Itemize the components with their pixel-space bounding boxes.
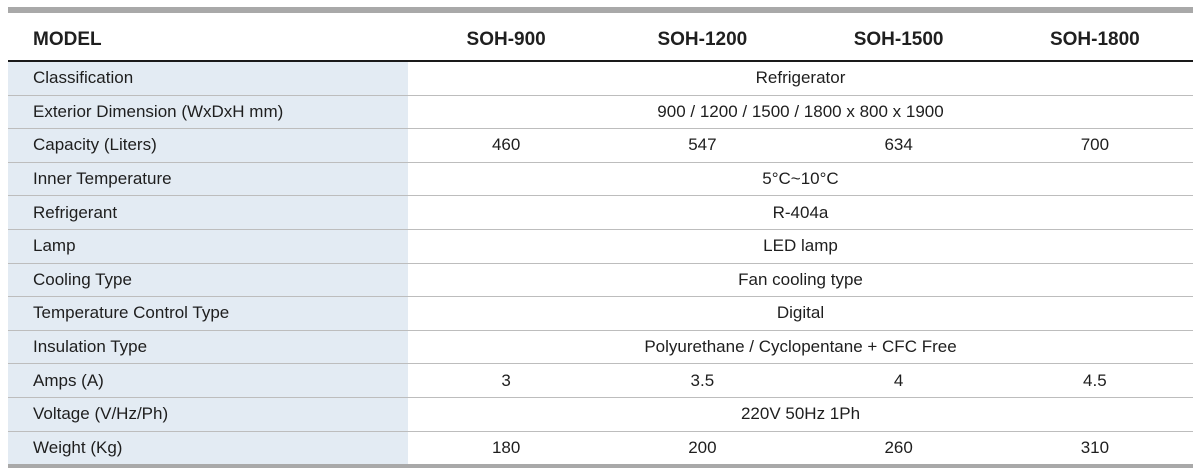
cell-soh-1500: 260 xyxy=(884,437,913,457)
row-cooling-type: Cooling Type Fan cooling type xyxy=(8,263,1193,298)
row-label: Exterior Dimension (WxDxH mm) xyxy=(8,95,408,130)
row-value: Digital xyxy=(408,296,1193,331)
row-value: LED lamp xyxy=(408,229,1193,264)
row-inner-temperature: Inner Temperature 5°C~10°C xyxy=(8,162,1193,197)
row-lamp: Lamp LED lamp xyxy=(8,229,1193,264)
row-exterior-dimension: Exterior Dimension (WxDxH mm) 900 / 1200… xyxy=(8,95,1193,130)
row-label: Refrigerant xyxy=(8,195,408,230)
row-refrigerant: Refrigerant R-404a xyxy=(8,195,1193,230)
model-soh-1800: SOH-1800 xyxy=(996,13,1193,62)
row-temperature-control-type: Temperature Control Type Digital xyxy=(8,296,1193,331)
row-value: Fan cooling type xyxy=(408,263,1193,298)
row-voltage: Voltage (V/Hz/Ph) 220V 50Hz 1Ph xyxy=(8,397,1193,432)
spec-table: MODEL SOH-900 SOH-1200 SOH-1500 SOH-1800… xyxy=(8,13,1193,465)
row-value: R-404a xyxy=(408,195,1193,230)
model-soh-900: SOH-900 xyxy=(408,13,605,62)
row-label: Classification xyxy=(8,61,408,96)
cell-soh-900: 3 xyxy=(408,363,605,398)
row-label: Cooling Type xyxy=(8,263,408,298)
cell-soh-1800: 4.5 xyxy=(996,363,1193,398)
model-soh-1500: SOH-1500 xyxy=(800,13,997,62)
row-capacity: Capacity (Liters) 460 547 634 700 xyxy=(8,128,1193,163)
model-soh-1200: SOH-1200 xyxy=(604,13,801,62)
row-value: 220V 50Hz 1Ph xyxy=(408,397,1193,432)
row-weight: Weight (Kg) 180 200 260 310 xyxy=(8,431,1193,465)
cell-soh-1500: 4 xyxy=(800,363,997,398)
row-label: Temperature Control Type xyxy=(8,296,408,331)
cell-soh-900: 460 xyxy=(408,128,605,163)
row-label: Capacity (Liters) xyxy=(8,128,408,163)
row-value: Refrigerator xyxy=(408,61,1193,96)
row-value: 900 / 1200 / 1500 / 1800 x 800 x 1900 xyxy=(408,95,1193,130)
row-label: Weight (Kg) xyxy=(8,431,408,465)
row-amps: Amps (A) 3 3.5 4 4.5 xyxy=(8,363,1193,398)
row-label: Insulation Type xyxy=(8,330,408,365)
row-value: 5°C~10°C xyxy=(408,162,1193,197)
row-label: Voltage (V/Hz/Ph) xyxy=(8,397,408,432)
cell-soh-1800: 310 xyxy=(1080,437,1110,457)
cell-soh-1800: 700 xyxy=(996,128,1193,163)
row-label: Lamp xyxy=(8,229,408,264)
row-label: Inner Temperature xyxy=(8,162,408,197)
cell-soh-1200: 547 xyxy=(604,128,801,163)
row-insulation-type: Insulation Type Polyurethane / Cyclopent… xyxy=(8,330,1193,365)
model-header: MODEL xyxy=(8,13,408,62)
bottom-rule xyxy=(8,464,1193,469)
top-rule xyxy=(8,7,1193,13)
cell-soh-900: 180 xyxy=(491,437,521,457)
spec-table-container: MODEL SOH-900 SOH-1200 SOH-1500 SOH-1800… xyxy=(8,7,1193,469)
cell-soh-1500: 634 xyxy=(800,128,997,163)
header-row: MODEL SOH-900 SOH-1200 SOH-1500 SOH-1800 xyxy=(8,13,1193,62)
cell-soh-1200: 200 xyxy=(688,437,717,457)
row-classification: Classification Refrigerator xyxy=(8,61,1193,96)
cell-soh-1200: 3.5 xyxy=(604,363,801,398)
row-label: Amps (A) xyxy=(8,363,408,398)
row-value: Polyurethane / Cyclopentane + CFC Free xyxy=(408,330,1193,365)
